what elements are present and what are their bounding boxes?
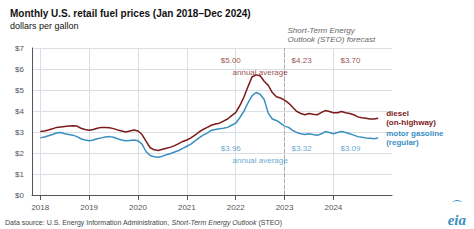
svg-text:2022: 2022: [227, 203, 245, 212]
svg-text:$3.09: $3.09: [340, 144, 361, 153]
svg-text:annual average: annual average: [233, 68, 289, 77]
svg-text:2020: 2020: [129, 203, 147, 212]
svg-text:Data source: U.S. Energy Infor: Data source: U.S. Energy Information Adm…: [5, 219, 171, 227]
svg-text:$5.00: $5.00: [221, 56, 242, 65]
svg-text:dollars per gallon: dollars per gallon: [10, 21, 79, 31]
svg-text:$5: $5: [15, 86, 24, 95]
svg-text:$1: $1: [15, 170, 24, 179]
svg-text:$0: $0: [15, 191, 24, 200]
svg-text:⁀: ⁀: [452, 200, 462, 212]
svg-text:Outlook (STEO) forecast: Outlook (STEO) forecast: [288, 35, 376, 44]
svg-text:$2: $2: [15, 149, 24, 158]
svg-text:Short-Term Energy: Short-Term Energy: [288, 26, 356, 35]
svg-text:2023: 2023: [276, 203, 294, 212]
svg-text:(on-highway): (on-highway): [386, 118, 436, 127]
svg-text:diesel: diesel: [386, 109, 409, 118]
svg-text:$3.70: $3.70: [340, 56, 361, 65]
svg-text:$3: $3: [15, 128, 24, 137]
svg-text:Monthly U.S. retail fuel price: Monthly U.S. retail fuel prices (Jan 201…: [10, 8, 251, 19]
svg-text:2019: 2019: [80, 203, 98, 212]
svg-text:(regular): (regular): [386, 138, 419, 147]
svg-text:2018: 2018: [31, 203, 49, 212]
svg-text:2021: 2021: [178, 203, 196, 212]
svg-text:motor gasoline: motor gasoline: [386, 129, 444, 138]
svg-text:2024: 2024: [324, 203, 342, 212]
svg-text:$4.23: $4.23: [292, 56, 313, 65]
svg-text:$3.32: $3.32: [292, 144, 313, 153]
svg-text:$7: $7: [15, 44, 24, 53]
svg-text:(STEO): (STEO): [256, 219, 282, 227]
svg-text:Short-Term Energy Outlook: Short-Term Energy Outlook: [172, 219, 257, 227]
svg-text:$4: $4: [15, 107, 24, 116]
svg-text:$6: $6: [15, 65, 24, 74]
svg-text:annual average: annual average: [233, 156, 289, 165]
svg-text:eia: eia: [448, 212, 467, 228]
svg-text:$3.96: $3.96: [221, 144, 242, 153]
